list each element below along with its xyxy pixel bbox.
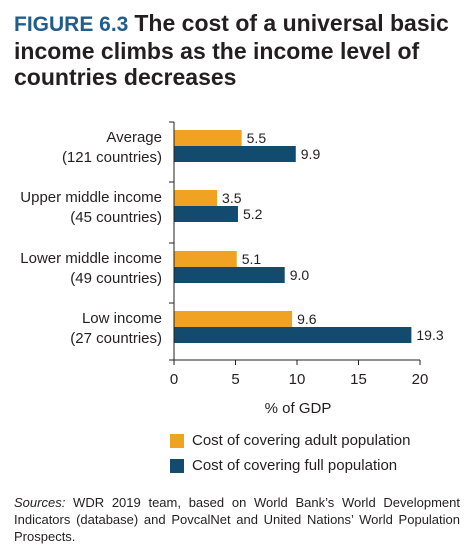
figure-title: FIGURE 6.3 The cost of a universal basic … [14,10,464,90]
x-tick-label-0: 0 [170,371,178,388]
bar-full-3 [174,327,412,343]
bar-full-2 [174,267,285,283]
legend-swatch-full [170,458,184,473]
value-label-adult-0: 5.5 [247,130,267,146]
value-label-full-0: 9.9 [301,146,321,162]
value-label-full-3: 19.3 [416,327,443,343]
bar-adult-2 [174,251,237,267]
legend-item-adult: Cost of covering adult population [170,432,410,449]
category-label-3-line-0: Low income [82,310,162,327]
category-label-2-line-1: (49 countries) [70,270,162,287]
value-label-full-1: 5.2 [243,206,263,222]
legend-swatch-adult [170,433,184,448]
legend-label-full: Cost of covering full population [192,457,398,474]
x-tick-label-1: 5 [231,371,239,388]
bar-chart: 5.5 3.5 5.1 9.6 9.9 5.2 9.0 19.3 Average (121 cou… [20,121,444,417]
x-tick-label-3: 15 [350,371,367,388]
value-label-adult-3: 9.6 [297,311,317,327]
bar-full-0 [174,146,296,162]
bar-adult-1 [174,190,218,206]
category-label-1-line-0: Upper middle income [20,189,162,206]
category-label-3-line-1: (27 countries) [70,330,162,347]
legend-item-full: Cost of covering full population [170,457,397,474]
value-label-adult-1: 3.5 [222,190,242,206]
x-axis-title: % of GDP [265,400,332,417]
category-label-0-line-1: (121 countries) [62,149,162,166]
bar-adult-3 [174,311,293,327]
x-tick-label-2: 10 [289,371,306,388]
bar-adult-0 [174,130,242,146]
legend-label-adult: Cost of covering adult population [192,432,411,449]
figure-label: FIGURE 6.3 [14,13,129,36]
x-tick-label-4: 20 [412,371,429,388]
category-label-0-line-0: Average [106,129,162,146]
bar-full-1 [174,206,238,222]
value-label-adult-2: 5.1 [242,251,262,267]
figure-title-text: The cost of a universal basic income cli… [14,10,449,90]
category-label-2-line-0: Lower middle income [20,250,162,267]
sources-text: WDR 2019 team, based on World Bank’s Wor… [14,495,460,544]
sources-label: Sources: [14,495,66,510]
value-label-full-2: 9.0 [290,267,310,283]
sources-note: Sources: WDR 2019 team, based on World B… [14,494,460,545]
category-label-1-line-1: (45 countries) [70,209,162,226]
